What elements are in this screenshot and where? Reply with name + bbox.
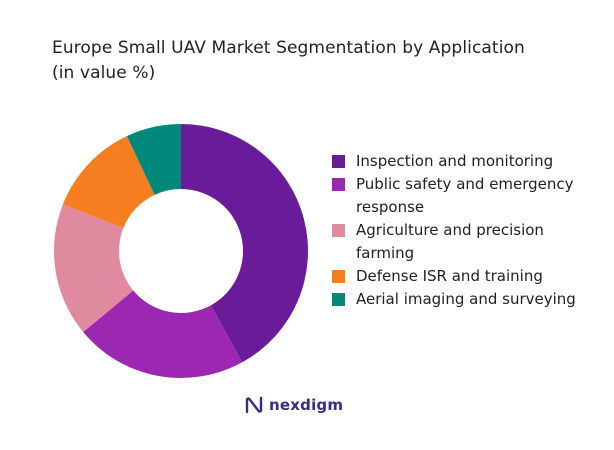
legend-swatch bbox=[332, 270, 345, 283]
legend-item-inspection: Inspection and monitoring bbox=[332, 150, 602, 173]
donut-slice-2 bbox=[54, 204, 134, 332]
donut-slice-4 bbox=[126, 124, 181, 195]
nexdigm-logo-icon bbox=[245, 396, 263, 414]
legend-swatch bbox=[332, 224, 345, 237]
donut-slice-0 bbox=[181, 124, 309, 363]
donut-slices bbox=[54, 124, 309, 379]
legend-item-public-safety: Public safety and emergency response bbox=[332, 173, 602, 219]
donut-slice-3 bbox=[62, 136, 155, 229]
legend-label: Defense ISR and training bbox=[356, 267, 543, 285]
legend-item-aerial-imaging: Aerial imaging and surveying bbox=[332, 288, 602, 311]
legend-swatch bbox=[332, 178, 345, 191]
chart-title: Europe Small UAV Market Segmentation by … bbox=[52, 36, 592, 86]
legend-label: Aerial imaging and surveying bbox=[356, 290, 576, 308]
legend-swatch bbox=[332, 155, 345, 168]
brand-name: nexdigm bbox=[269, 396, 344, 414]
legend-label: Agriculture and precision farming bbox=[356, 221, 544, 262]
brand-logo: nexdigm bbox=[244, 394, 343, 416]
legend-swatch bbox=[332, 293, 345, 306]
donut-slice-1 bbox=[83, 290, 243, 379]
legend-item-defense: Defense ISR and training bbox=[332, 265, 602, 288]
legend-label: Inspection and monitoring bbox=[356, 152, 554, 170]
legend-item-agriculture: Agriculture and precision farming bbox=[332, 219, 602, 265]
chart-title-line-2: (in value %) bbox=[52, 63, 156, 83]
chart-legend: Inspection and monitoring Public safety … bbox=[332, 150, 602, 311]
chart-title-line-1: Europe Small UAV Market Segmentation by … bbox=[52, 38, 525, 58]
legend-label: Public safety and emergency response bbox=[356, 175, 574, 216]
